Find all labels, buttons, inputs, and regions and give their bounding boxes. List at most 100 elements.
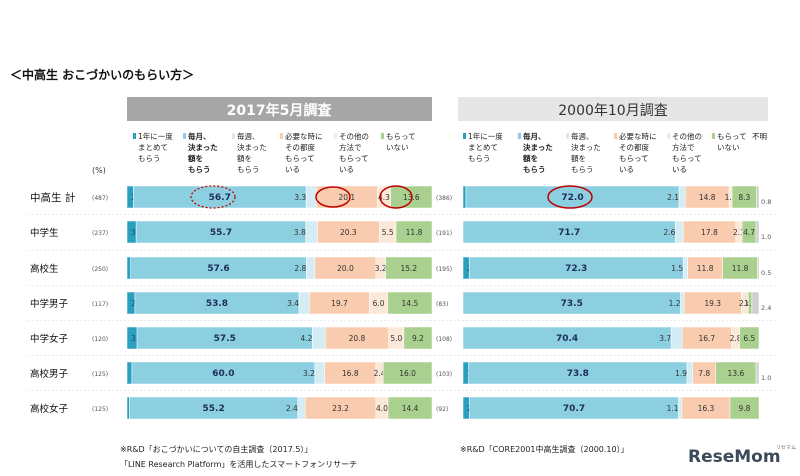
row-label: 高校男子 bbox=[30, 368, 69, 380]
bar-2017-other-label: 4.3 bbox=[378, 193, 390, 202]
legend-label-none: いない bbox=[717, 143, 740, 152]
bar-2000-monthly-label: 73.8 bbox=[567, 369, 589, 379]
bar-2017-monthly-label: 56.7 bbox=[209, 193, 231, 203]
legend-2017: 1年に一度まとめてもらう毎月、決まった額をもらう毎週、決まった額をもらう必要な時… bbox=[133, 131, 416, 174]
legend-label-needed: いる bbox=[619, 165, 634, 174]
bar-2000-weekly-label: 3.7 bbox=[659, 334, 671, 343]
legend-label-yearly: 1年に一度 bbox=[468, 131, 503, 141]
legend-label-weekly: 額を bbox=[571, 153, 586, 163]
row-label: 中学女子 bbox=[30, 333, 69, 345]
legend-label-monthly: 毎月、 bbox=[188, 131, 211, 141]
sample-size: (125) bbox=[92, 371, 108, 378]
bar-2000-weekly bbox=[670, 326, 683, 350]
legend-label-weekly: 決まった bbox=[237, 142, 267, 152]
bar-2017-monthly-label: 53.8 bbox=[206, 299, 228, 309]
legend-label-weekly: 額を bbox=[237, 153, 252, 163]
bar-2017-none bbox=[387, 396, 433, 420]
sample-size: (195) bbox=[436, 266, 452, 273]
bar-2017-monthly-label: 55.2 bbox=[203, 404, 225, 414]
legend-label-yearly: まとめて bbox=[468, 143, 498, 152]
legend-label-other: いる bbox=[339, 165, 354, 174]
sample-size: (108) bbox=[436, 336, 452, 343]
bar-2000-monthly-label: 70.7 bbox=[563, 404, 585, 414]
bar-2000-yearly bbox=[462, 185, 467, 209]
legend-label-none: いない bbox=[386, 143, 409, 152]
legend-swatch-monthly bbox=[183, 133, 186, 139]
bar-2000-unknown-label: 1.0 bbox=[761, 374, 771, 382]
row-label: 高校生 bbox=[30, 263, 59, 275]
bar-2000-none-label: 6.5 bbox=[743, 334, 755, 343]
panel-header-right-bg bbox=[458, 97, 768, 121]
legend-label-yearly: まとめて bbox=[138, 143, 168, 152]
sample-size: (117) bbox=[92, 301, 108, 308]
bar-2000-weekly bbox=[680, 291, 685, 315]
row-label: 中学男子 bbox=[30, 298, 69, 310]
legend-label-other: 方法で bbox=[339, 142, 362, 152]
bar-2000-other-label: 2.1 bbox=[733, 228, 745, 237]
legend-label-needed: 必要な時に bbox=[619, 131, 657, 141]
bar-2017-monthly-label: 60.0 bbox=[212, 369, 234, 379]
legend-swatch-other bbox=[334, 133, 337, 139]
source-2017-line1: ※R&D「おこづかいについての自主調査（2017.5）」 bbox=[120, 444, 312, 454]
bar-2017-monthly-label: 57.5 bbox=[214, 334, 236, 344]
bar-2017-weekly-label: 3.4 bbox=[287, 299, 299, 308]
bar-2017-weekly-label: 3.2 bbox=[303, 369, 315, 378]
resemom-logo-small: リセマム bbox=[776, 445, 796, 451]
bar-2017-other-label: 2.4 bbox=[374, 369, 386, 378]
legend-label-needed: その都度 bbox=[619, 142, 649, 152]
source-2000: ※R&D「CORE2001中高生調査（2000.10）」 bbox=[460, 444, 629, 454]
legend-label-weekly: もらう bbox=[571, 165, 594, 174]
bar-2017-weekly bbox=[314, 361, 325, 385]
bar-2000-unknown-label: 1.0 bbox=[761, 233, 771, 241]
bar-2000-weekly-label: 1.2 bbox=[669, 299, 681, 308]
bar-2000-needed-label: 16.7 bbox=[698, 334, 715, 343]
legend-swatch-other bbox=[667, 133, 670, 139]
legend-label-needed: もらって bbox=[619, 154, 649, 163]
bar-2000-unknown bbox=[757, 256, 760, 280]
sample-size: (103) bbox=[436, 371, 452, 378]
bar-2000-none-label: 8.3 bbox=[738, 193, 750, 202]
bar-2000-weekly bbox=[686, 361, 693, 385]
legend-swatch-none bbox=[381, 133, 384, 139]
legend-label-monthly: 額を bbox=[187, 153, 203, 163]
bar-2017-none bbox=[387, 291, 433, 315]
bar-2017-other-label: 3.2 bbox=[375, 264, 387, 273]
legend-swatch-weekly bbox=[232, 133, 235, 139]
bar-2017-none-label: 11.8 bbox=[406, 228, 423, 237]
bar-2000-needed-label: 11.8 bbox=[697, 264, 714, 273]
legend-label-yearly: もらう bbox=[468, 154, 491, 163]
bar-2000-none-label: 1.2 bbox=[744, 299, 756, 308]
panel-title-2017: 2017年5月調査 bbox=[227, 102, 333, 119]
legend-swatch-none bbox=[712, 133, 715, 139]
sample-size: (125) bbox=[92, 406, 108, 413]
bar-2000-unknown-label: 2.4 bbox=[761, 304, 771, 312]
bar-2000-unknown bbox=[751, 291, 760, 315]
legend-swatch-weekly bbox=[566, 133, 569, 139]
sample-size: (191) bbox=[436, 230, 452, 237]
bar-2017-weekly-label: 2.8 bbox=[294, 264, 306, 273]
legend-label-yearly: 1年に一度 bbox=[138, 131, 173, 141]
bar-2000-weekly-label: 1.5 bbox=[671, 264, 683, 273]
bar-2000-monthly-label: 73.5 bbox=[561, 299, 583, 309]
bar-2017-weekly bbox=[298, 291, 310, 315]
bar-2017-none bbox=[385, 256, 433, 280]
bar-2017-weekly-label: 3.3 bbox=[294, 193, 306, 202]
bar-2000-none-label: 11.8 bbox=[732, 264, 749, 273]
bar-2017-none bbox=[382, 361, 433, 385]
bar-2000-needed-label: 19.3 bbox=[704, 299, 721, 308]
legend-label-weekly: 毎週、 bbox=[571, 131, 594, 141]
bar-2017-other-label: 5.5 bbox=[382, 228, 394, 237]
legend-label-needed: もらって bbox=[285, 154, 315, 163]
bar-2017-needed-label: 20.3 bbox=[340, 228, 357, 237]
legend-label-weekly: もらう bbox=[237, 165, 260, 174]
bar-2017-none bbox=[403, 326, 433, 350]
bar-2017-none-label: 16.0 bbox=[399, 369, 416, 378]
legend-2000: 1年に一度まとめてもらう毎月、決まった額をもらう毎週、決まった額をもらう必要な時… bbox=[463, 131, 767, 174]
bar-2017-monthly-label: 57.6 bbox=[207, 264, 229, 274]
bar-2017-needed-label: 23.2 bbox=[332, 404, 349, 413]
legend-label-needed: 必要な時に bbox=[285, 131, 323, 141]
sample-size: (386) bbox=[436, 195, 452, 202]
bar-2000-unknown bbox=[755, 361, 760, 385]
bar-2000-monthly-label: 71.7 bbox=[558, 228, 580, 238]
legend-swatch-needed bbox=[614, 133, 617, 139]
